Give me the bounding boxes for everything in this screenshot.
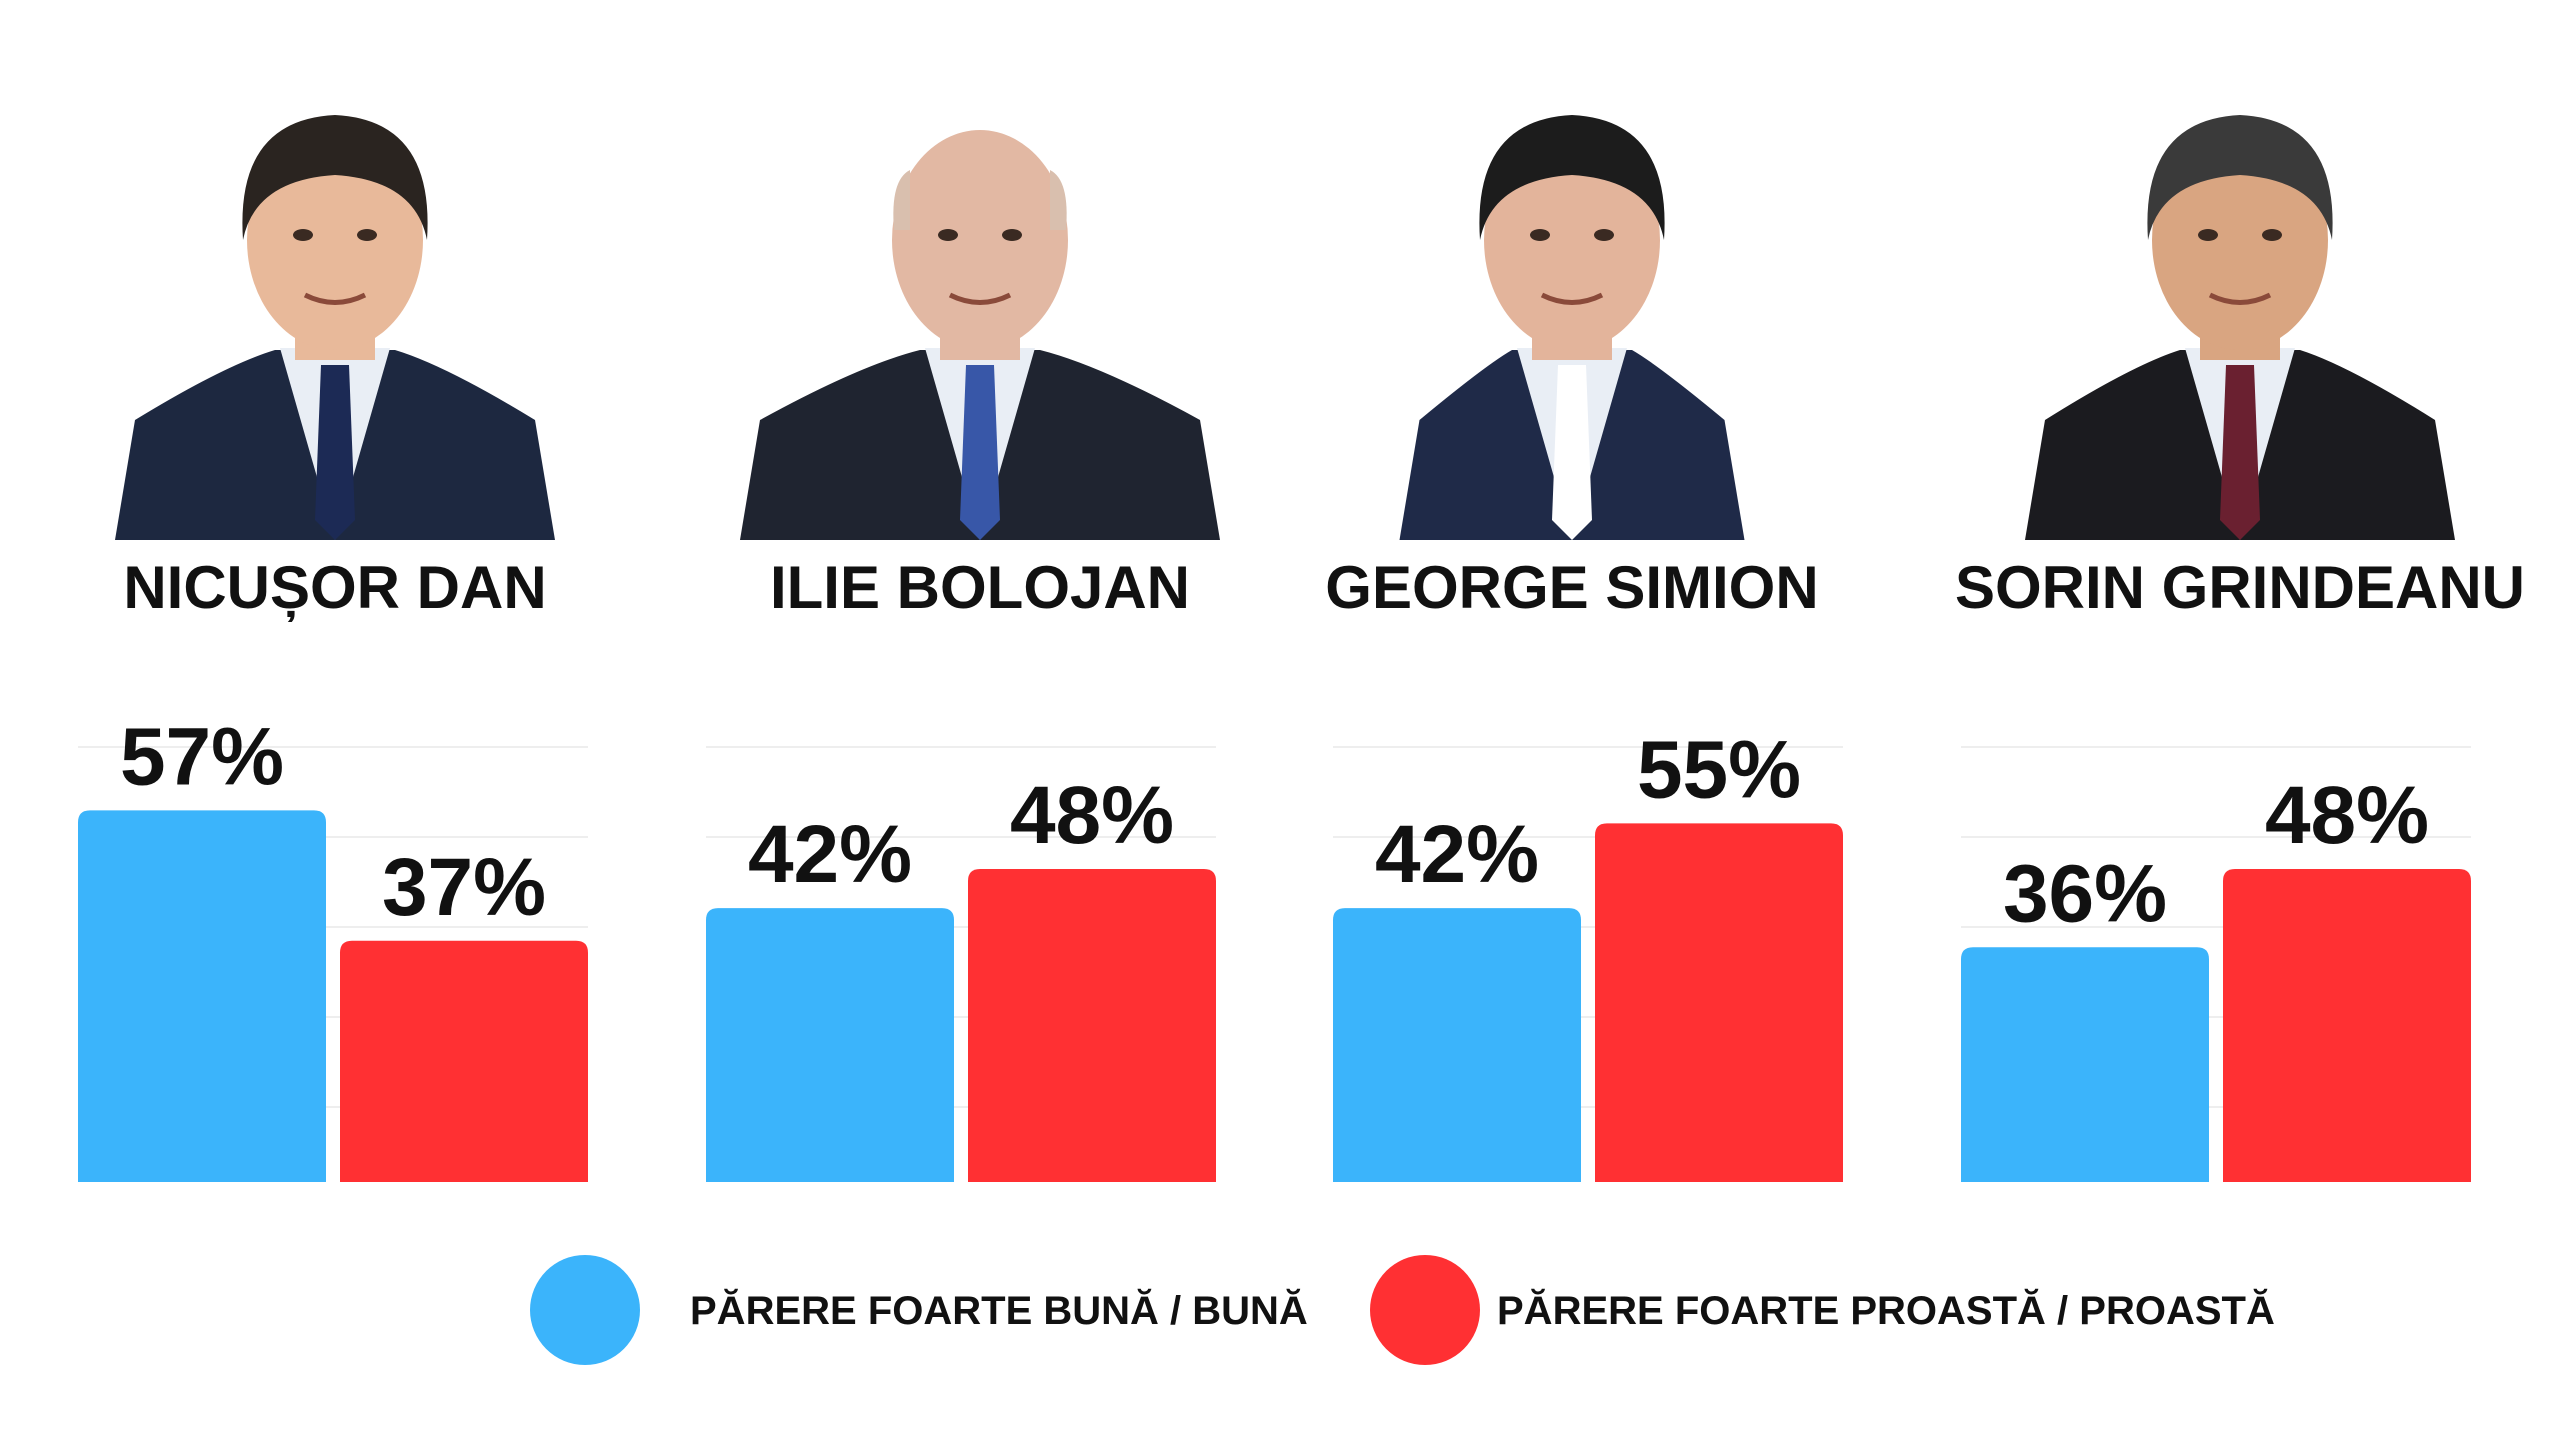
value-label: 57%: [120, 711, 284, 802]
candidate-name: ILIE BOLOJAN: [770, 554, 1190, 621]
portrait-george-simion-icon: [1399, 115, 1745, 540]
bar: [706, 908, 954, 1182]
legend: PĂRERE FOARTE BUNĂ / BUNĂ PĂRERE FOARTE …: [530, 1255, 2275, 1365]
bar: [340, 940, 588, 1182]
candidate-name: NICUȘOR DAN: [123, 554, 546, 622]
value-label: 42%: [1375, 809, 1539, 900]
legend-swatch-good: [530, 1255, 640, 1365]
value-label: 55%: [1637, 724, 1801, 815]
bar: [1961, 947, 2209, 1182]
value-label: 42%: [748, 809, 912, 900]
legend-swatch-bad: [1370, 1255, 1480, 1365]
value-labels: 57% 42% 42% 36% 37% 48% 55% 48%: [120, 711, 2429, 939]
value-label: 48%: [2265, 770, 2429, 861]
candidate-names: NICUȘOR DAN ILIE BOLOJAN GEORGE SIMION SORI…: [123, 554, 2525, 622]
bars: [78, 810, 2471, 1182]
portraits: [115, 115, 2455, 540]
portrait-ilie-bolojan-icon: [740, 130, 1220, 540]
candidate-name: GEORGE SIMION: [1325, 554, 1818, 621]
bar: [1595, 823, 1843, 1182]
portrait-sorin-grindeanu-icon: [2025, 115, 2455, 540]
bar: [968, 869, 1216, 1182]
legend-label-good: PĂRERE FOARTE BUNĂ / BUNĂ: [690, 1288, 1308, 1333]
portrait-nicusor-dan-icon: [115, 115, 555, 540]
bar: [2223, 869, 2471, 1182]
bar: [1333, 908, 1581, 1182]
candidate-name: SORIN GRINDEANU: [1955, 554, 2525, 621]
legend-label-bad: PĂRERE FOARTE PROASTĂ / PROASTĂ: [1497, 1288, 2275, 1333]
value-label: 37%: [382, 842, 546, 933]
bar: [78, 810, 326, 1182]
value-label: 36%: [2003, 848, 2167, 939]
value-label: 48%: [1010, 770, 1174, 861]
